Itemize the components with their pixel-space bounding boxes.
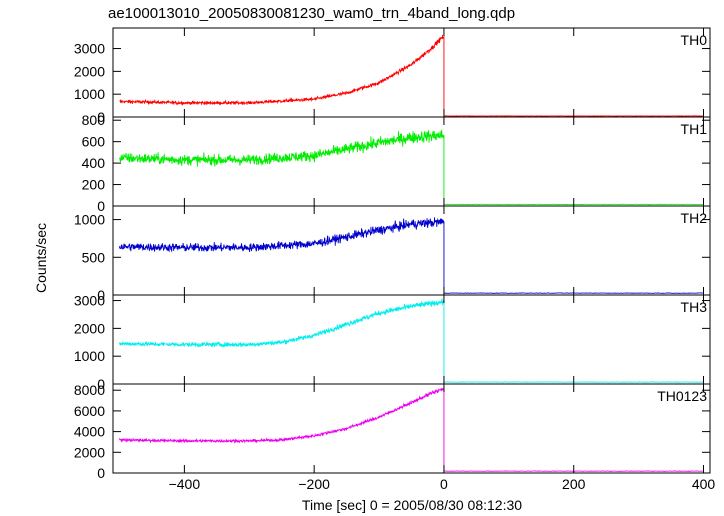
panel-label: TH0123 (657, 388, 707, 404)
series-th1-line (119, 129, 703, 206)
x-tick-label: 200 (562, 476, 586, 492)
x-tick-label: 400 (692, 476, 716, 492)
panel-th3: 0 1000 2000 3000 TH3 (74, 293, 711, 392)
y-tick-label: 500 (82, 249, 106, 265)
y-tick-label: 4000 (74, 424, 105, 440)
chart-title: ae100013010_20050830081230_wam0_trn_4ban… (108, 5, 515, 22)
panel-frame (112, 27, 711, 118)
panel-th1: 0 200 400 600 800 TH1 (82, 112, 711, 214)
panel-label: TH1 (681, 121, 708, 137)
series-th2-line (119, 217, 703, 294)
y-tick-label: 2000 (74, 444, 105, 460)
y-axis-label: Counts/sec (33, 223, 49, 293)
x-tick-label: 0 (440, 476, 448, 492)
panel-frame (112, 294, 711, 385)
x-tick-label: −200 (298, 476, 330, 492)
panel-label: TH3 (681, 299, 708, 315)
panels-group: 0100020003000TH00200400600800TH105001000… (74, 27, 711, 481)
y-tick-label: 6000 (74, 403, 105, 419)
y-tick-label: 0 (97, 198, 105, 214)
panel-th0123: 0 2000 4000 6000 8000 TH0123 (74, 382, 711, 481)
series-th3-line (119, 298, 703, 383)
y-tick-label: 800 (82, 112, 106, 128)
y-tick-label: 3000 (74, 293, 105, 309)
y-tick-label: 1000 (74, 348, 105, 364)
y-tick-label: 0 (97, 109, 105, 125)
panel-frame (112, 205, 711, 296)
y-tick-label: 600 (82, 134, 106, 150)
y-tick-label: 3000 (74, 41, 105, 57)
y-tick-label: 0 (97, 376, 105, 392)
series-th0-line (119, 34, 703, 117)
panel-frame (112, 116, 711, 207)
y-tick-label: 8000 (74, 382, 105, 398)
y-tick-label: 1000 (74, 86, 105, 102)
y-tick-label: 0 (97, 465, 105, 481)
panel-th0: 0 1000 2000 3000 TH0 (74, 27, 711, 125)
y-tick-label: 400 (82, 155, 106, 171)
y-tick-label: 2000 (74, 320, 105, 336)
panel-th2: 0 500 1000 TH2 (74, 205, 711, 303)
panel-label: TH2 (681, 210, 708, 226)
panel-frame (112, 383, 711, 474)
y-tick-label: 0 (97, 287, 105, 303)
x-tick-labels: −400 −200 0 200 400 (169, 476, 716, 492)
x-axis-label: Time [sec] 0 = 2005/08/30 08:12:30 (302, 497, 522, 513)
y-tick-label: 1000 (74, 212, 105, 228)
y-tick-label: 2000 (74, 63, 105, 79)
series-th0123-line (119, 387, 703, 472)
panel-label: TH0 (681, 32, 708, 48)
x-tick-label: −400 (169, 476, 201, 492)
y-tick-label: 200 (82, 177, 106, 193)
